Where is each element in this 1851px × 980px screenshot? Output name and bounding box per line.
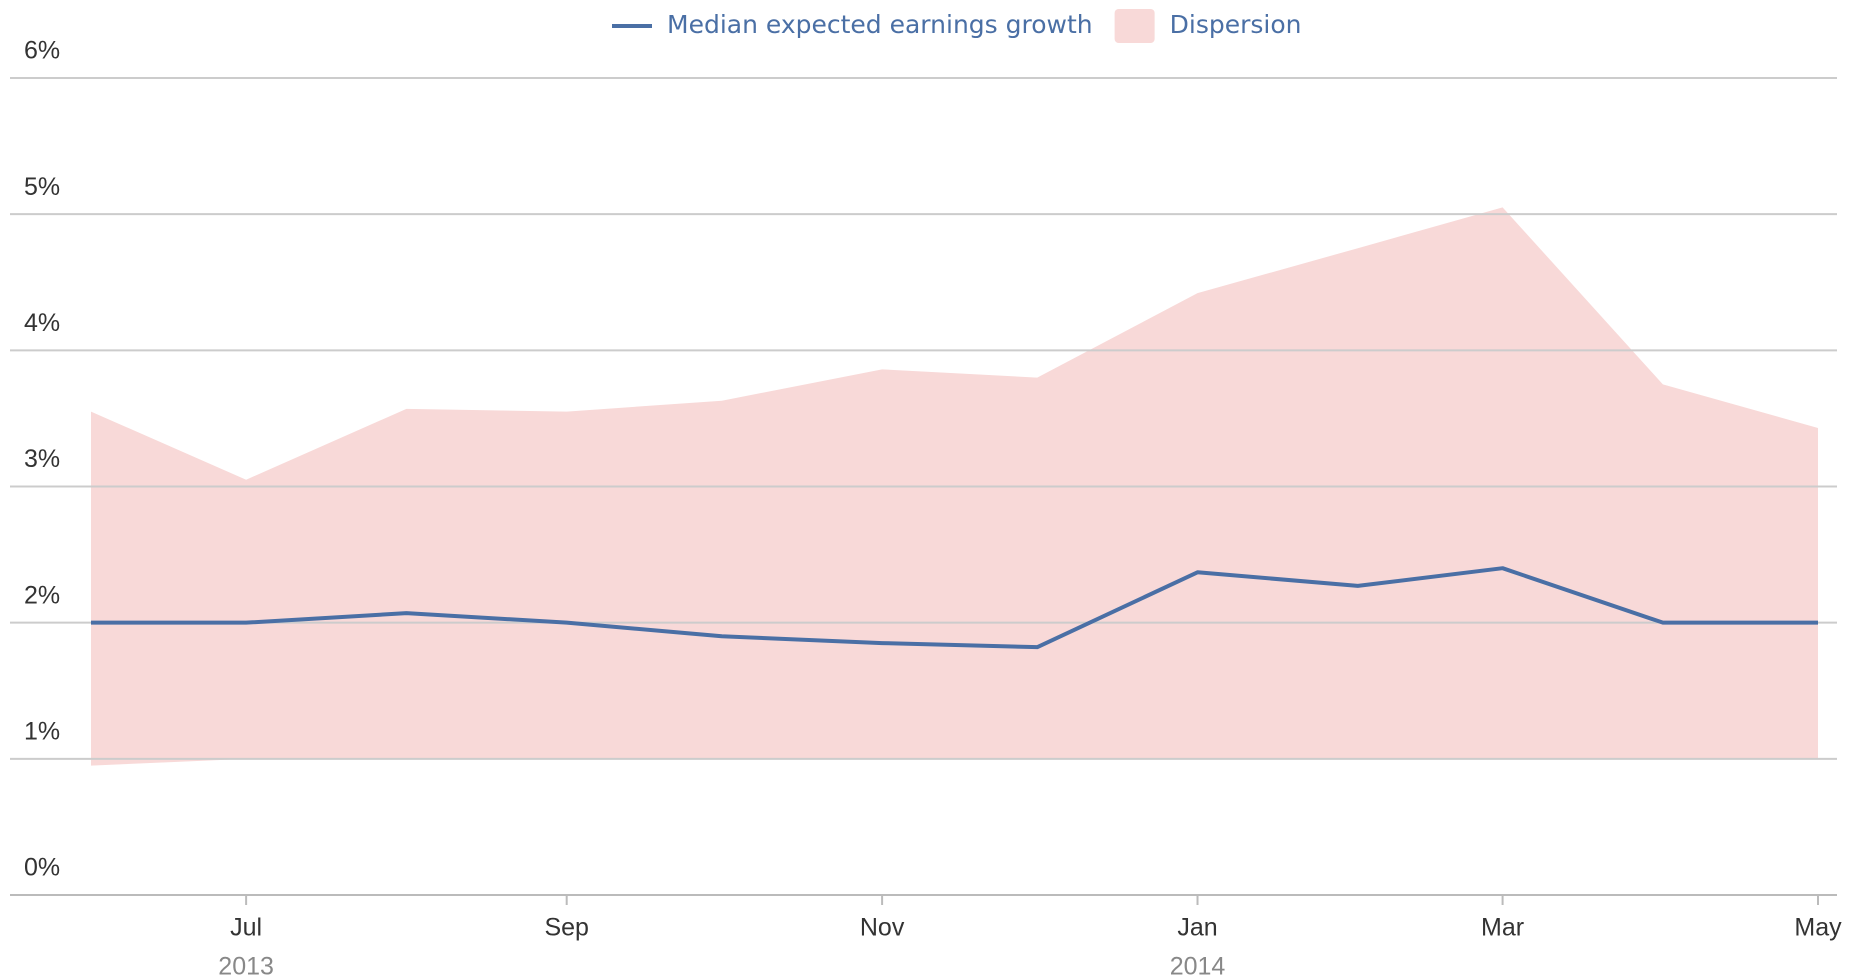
x-year-label: 2014	[1170, 953, 1226, 980]
y-tick-label: 4%	[24, 309, 60, 337]
x-tick-label: Mar	[1481, 914, 1524, 942]
x-tick-label: Sep	[544, 914, 588, 942]
legend-label: Median expected earnings growth	[667, 10, 1093, 39]
median-line	[91, 566, 1818, 650]
x-tick-label: Nov	[860, 914, 905, 942]
y-tick-label: 2%	[24, 581, 60, 609]
x-tick-label: May	[1794, 914, 1842, 942]
y-tick-label: 3%	[24, 445, 60, 473]
legend-label: Dispersion	[1170, 10, 1302, 39]
legend-band-swatch	[1114, 9, 1155, 43]
x-tick-label: Jan	[1177, 914, 1217, 942]
y-tick-label: 6%	[24, 37, 60, 65]
y-tick-label: 5%	[24, 173, 60, 201]
x-year-label: 2013	[218, 953, 274, 980]
y-tick-label: 1%	[24, 717, 60, 745]
y-tick-label: 0%	[24, 854, 60, 882]
x-tick-label: Jul	[230, 914, 262, 942]
